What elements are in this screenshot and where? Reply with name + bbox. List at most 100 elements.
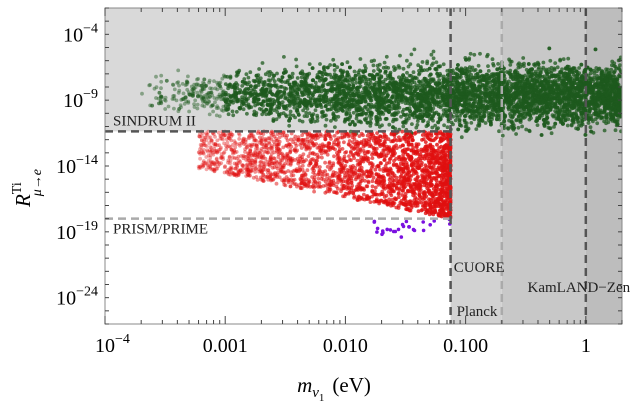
green-point — [192, 86, 196, 91]
green-point — [431, 79, 436, 83]
green-point — [482, 111, 487, 116]
green-point — [575, 72, 580, 77]
green-point — [579, 76, 584, 80]
green-point — [380, 102, 385, 107]
green-point — [387, 122, 392, 127]
green-point — [497, 129, 501, 134]
green-point — [164, 78, 169, 83]
green-point — [375, 63, 380, 68]
green-point — [157, 90, 162, 95]
green-point — [488, 112, 493, 116]
green-point — [304, 103, 309, 108]
green-point — [293, 97, 298, 102]
green-point — [309, 83, 314, 88]
green-point — [586, 121, 591, 125]
green-point — [555, 65, 560, 70]
green-point — [588, 67, 593, 72]
green-point — [542, 124, 547, 128]
green-point — [443, 107, 448, 112]
green-point — [405, 87, 409, 92]
green-point — [248, 70, 253, 75]
green-point — [332, 116, 336, 120]
green-point — [297, 118, 302, 123]
green-point — [547, 126, 552, 131]
green-point — [508, 63, 513, 67]
green-point — [536, 85, 540, 90]
green-point — [604, 93, 609, 98]
green-point — [187, 92, 192, 97]
green-point — [331, 57, 336, 62]
green-point — [475, 75, 480, 80]
green-point — [302, 114, 307, 118]
green-point — [288, 109, 293, 114]
green-point — [177, 107, 182, 111]
green-point — [412, 111, 417, 116]
green-point — [561, 73, 566, 78]
green-point — [319, 70, 323, 75]
green-point — [299, 83, 303, 88]
green-point — [548, 90, 553, 94]
green-point — [339, 84, 344, 89]
green-point — [323, 104, 328, 109]
green-point — [305, 89, 310, 93]
green-point — [264, 87, 269, 92]
green-point — [495, 111, 500, 115]
green-point — [577, 66, 581, 70]
green-point — [408, 102, 413, 107]
green-point — [198, 93, 202, 98]
green-point — [157, 101, 161, 106]
green-point — [372, 77, 377, 81]
green-point — [257, 67, 261, 71]
green-point — [215, 87, 220, 92]
green-point — [268, 99, 273, 104]
green-point — [240, 79, 245, 84]
green-point — [487, 104, 491, 109]
green-point — [410, 122, 414, 126]
green-point — [574, 115, 579, 119]
green-point — [172, 106, 176, 111]
green-point — [216, 106, 221, 110]
green-point — [561, 105, 566, 110]
green-point — [465, 78, 470, 82]
green-point — [522, 61, 526, 66]
green-point — [171, 83, 176, 87]
green-point — [613, 91, 617, 96]
green-point — [407, 79, 412, 84]
green-point — [452, 99, 457, 104]
green-point — [280, 75, 285, 79]
green-point — [232, 85, 237, 90]
green-point — [428, 85, 433, 89]
green-point — [436, 112, 441, 117]
green-point — [152, 86, 157, 91]
green-point — [600, 115, 605, 120]
green-point — [409, 91, 414, 96]
green-point — [210, 93, 215, 98]
green-point — [612, 70, 616, 75]
green-point — [355, 86, 359, 91]
green-point — [329, 107, 334, 111]
green-point — [200, 96, 204, 101]
green-point — [420, 109, 425, 114]
green-point — [343, 85, 348, 89]
green-point — [558, 70, 563, 74]
green-point — [262, 90, 266, 95]
green-point — [611, 115, 615, 120]
green-point — [587, 109, 592, 113]
green-point — [522, 90, 527, 95]
green-point — [318, 103, 323, 107]
green-point — [526, 95, 530, 100]
green-point — [456, 63, 460, 67]
green-point — [329, 119, 333, 123]
green-point — [190, 87, 195, 92]
green-point — [287, 74, 292, 79]
green-point — [463, 108, 467, 113]
green-point — [217, 114, 222, 119]
green-point — [280, 100, 285, 104]
green-point — [253, 103, 257, 108]
green-point — [408, 86, 413, 90]
green-point — [202, 104, 207, 109]
green-point — [565, 123, 570, 128]
green-point — [313, 108, 318, 113]
green-point — [296, 113, 301, 117]
green-point — [159, 73, 164, 78]
